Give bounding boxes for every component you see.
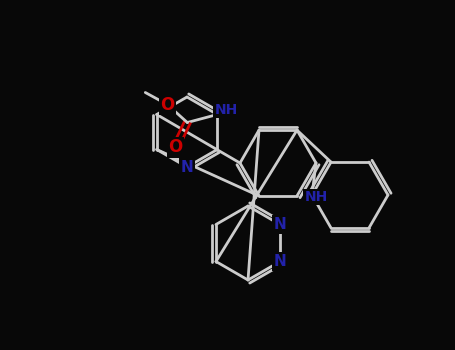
Text: N: N bbox=[273, 254, 286, 269]
Text: NH: NH bbox=[214, 103, 238, 117]
Text: O: O bbox=[160, 96, 174, 113]
Text: N: N bbox=[273, 217, 286, 232]
Text: N: N bbox=[181, 160, 193, 175]
Text: NH: NH bbox=[304, 190, 328, 204]
Text: O: O bbox=[168, 139, 182, 156]
